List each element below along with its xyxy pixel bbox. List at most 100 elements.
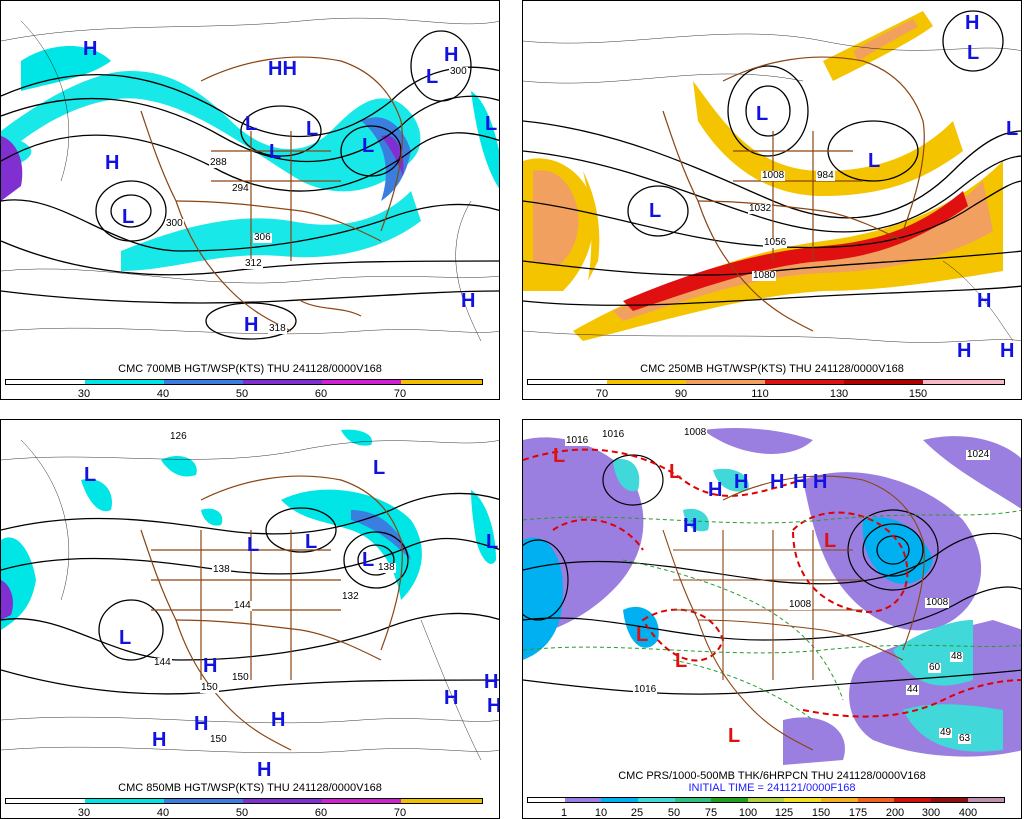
high-marker: H bbox=[244, 314, 259, 336]
panel-700mb: H H H HH H H L L L L L L L 300 288 294 3… bbox=[0, 0, 500, 400]
color-bar-tick: 75 bbox=[704, 807, 718, 819]
contour-label: 1056 bbox=[763, 237, 788, 248]
contour-label: 138 bbox=[212, 564, 231, 575]
low-marker: L bbox=[728, 725, 741, 747]
color-bar-tick: 125 bbox=[774, 807, 794, 819]
contour-label: 132 bbox=[341, 591, 360, 602]
contour-label: 144 bbox=[153, 657, 172, 668]
low-marker: L bbox=[362, 135, 375, 157]
panel-caption: CMC 850MB HGT/WSP(KTS) THU 241128/0000V1… bbox=[118, 782, 382, 794]
color-bar-tick: 60 bbox=[314, 388, 328, 400]
panel-caption: CMC 700MB HGT/WSP(KTS) THU 241128/0000V1… bbox=[118, 363, 382, 375]
high-marker: H bbox=[708, 479, 723, 501]
contour-label: 288 bbox=[209, 157, 228, 168]
contour-label: 1008 bbox=[761, 170, 786, 181]
high-marker: H bbox=[734, 471, 749, 493]
high-marker: H bbox=[957, 340, 972, 362]
contour-label: 294 bbox=[231, 183, 250, 194]
contour-label: 49 bbox=[939, 727, 953, 738]
contour-label: 306 bbox=[253, 232, 272, 243]
high-marker: H bbox=[257, 759, 272, 781]
low-marker: L bbox=[247, 534, 260, 556]
low-marker: L bbox=[269, 141, 282, 163]
map-850mb bbox=[1, 429, 499, 761]
high-marker: H bbox=[203, 655, 218, 677]
low-marker: L bbox=[636, 624, 649, 646]
color-bar-tick: 30 bbox=[77, 388, 91, 400]
color-bar bbox=[5, 379, 483, 385]
map-prs-thk-pcn bbox=[523, 428, 1021, 765]
low-marker: L bbox=[306, 118, 319, 140]
contour-label: 150 bbox=[231, 672, 250, 683]
panel-caption: CMC PRS/1000-500MB THK/6HRPCN THU 241128… bbox=[618, 770, 926, 782]
color-bar bbox=[527, 797, 1005, 803]
color-bar-tick: 175 bbox=[848, 807, 868, 819]
low-marker: L bbox=[119, 627, 132, 649]
panel-250mb: H H H H L L L L L 1008 984 1032 1056 108… bbox=[522, 0, 1022, 400]
color-bar-tick: 70 bbox=[393, 388, 407, 400]
contour-label: 138 bbox=[377, 562, 396, 573]
color-bar-tick: 60 bbox=[314, 807, 328, 819]
contour-label: 1016 bbox=[565, 435, 590, 446]
high-marker: H bbox=[487, 696, 499, 716]
color-bar-tick: 100 bbox=[738, 807, 758, 819]
color-bar-tick: 40 bbox=[156, 807, 170, 819]
low-marker: L bbox=[84, 464, 97, 486]
low-marker: L bbox=[485, 113, 498, 135]
contour-label: 1080 bbox=[752, 270, 777, 281]
high-marker: H bbox=[194, 713, 209, 735]
high-marker: H bbox=[271, 709, 286, 731]
contour-label: 1008 bbox=[788, 599, 813, 610]
high-marker: H bbox=[83, 38, 98, 60]
contour-label: 1032 bbox=[748, 203, 773, 214]
color-bar-tick: 50 bbox=[235, 388, 249, 400]
contour-label: 312 bbox=[244, 258, 263, 269]
map-700mb bbox=[1, 17, 499, 342]
high-marker: H bbox=[1000, 340, 1015, 362]
color-bar-tick: 50 bbox=[667, 807, 681, 819]
low-marker: L bbox=[824, 530, 837, 552]
low-marker: L bbox=[245, 113, 258, 135]
high-marker: H bbox=[813, 471, 828, 493]
contour-label: 1016 bbox=[633, 684, 658, 695]
contour-label: 44 bbox=[906, 684, 920, 695]
color-bar-tick: 400 bbox=[958, 807, 978, 819]
high-marker: H bbox=[977, 290, 992, 312]
high-marker: H bbox=[770, 471, 785, 493]
low-marker: L bbox=[649, 200, 662, 222]
low-marker: L bbox=[967, 42, 980, 64]
color-bar-tick: 30 bbox=[77, 807, 91, 819]
contour-label: 318 bbox=[268, 323, 287, 334]
high-marker: HH bbox=[268, 58, 297, 80]
color-bar-tick: 40 bbox=[156, 388, 170, 400]
high-marker: H bbox=[793, 471, 808, 493]
low-marker: L bbox=[1006, 118, 1019, 140]
color-bar-tick: 10 bbox=[594, 807, 608, 819]
low-marker: L bbox=[486, 531, 499, 553]
contour-label: 150 bbox=[200, 682, 219, 693]
high-marker: H bbox=[683, 515, 698, 537]
contour-label: 1024 bbox=[966, 449, 991, 460]
map-250mb bbox=[523, 10, 1021, 343]
color-bar-tick: 150 bbox=[908, 388, 928, 400]
contour-label: 1008 bbox=[683, 427, 708, 438]
color-bar-tick: 70 bbox=[595, 388, 609, 400]
low-marker: L bbox=[868, 150, 881, 172]
color-bar-tick: 25 bbox=[630, 807, 644, 819]
low-marker: L bbox=[553, 445, 566, 467]
contour-label: 150 bbox=[209, 734, 228, 745]
high-marker: H bbox=[965, 12, 980, 34]
color-bar-tick: 90 bbox=[674, 388, 688, 400]
contour-label: 300 bbox=[449, 66, 468, 77]
low-marker: L bbox=[373, 457, 386, 479]
panel-prs-thk-pcn: H H H H H H L L L L L L 1016 1016 1008 1… bbox=[522, 419, 1022, 819]
color-bar-tick: 70 bbox=[393, 807, 407, 819]
low-marker: L bbox=[426, 66, 439, 88]
low-marker: L bbox=[122, 206, 135, 228]
high-marker: H bbox=[105, 152, 120, 174]
contour-label: 144 bbox=[233, 600, 252, 611]
high-marker: H bbox=[461, 290, 476, 312]
initial-time-caption: INITIAL TIME = 241121/0000F168 bbox=[688, 782, 856, 794]
color-bar-tick: 200 bbox=[885, 807, 905, 819]
contour-label: 60 bbox=[928, 662, 942, 673]
